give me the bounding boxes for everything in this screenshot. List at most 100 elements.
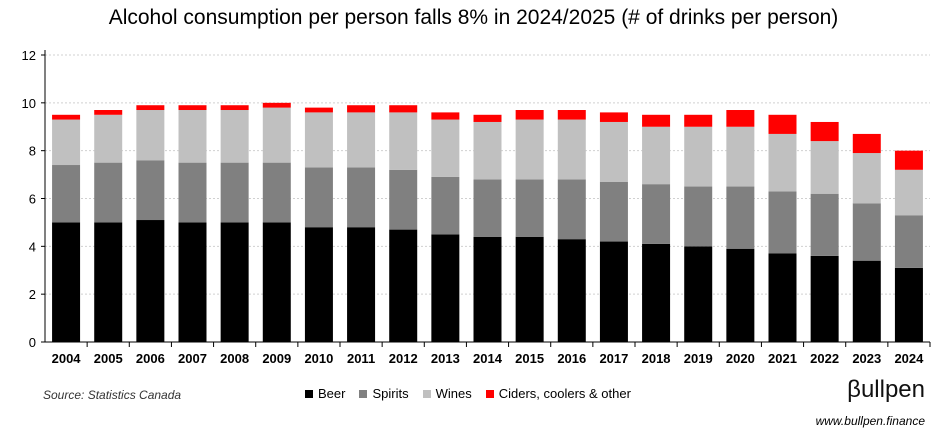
bar-segment: [599, 121, 628, 182]
bar-segment: [473, 179, 502, 237]
y-tick-label: 10: [22, 96, 36, 111]
bar-segment: [431, 176, 460, 235]
x-tick-label: 2017: [599, 351, 628, 366]
bar-segment: [347, 167, 376, 228]
bar-segment: [178, 105, 207, 111]
x-tick-label: 2022: [810, 351, 839, 366]
website-url: www.bullpen.finance: [815, 414, 925, 428]
x-tick-label: 2015: [515, 351, 544, 366]
bar-segment: [852, 133, 881, 154]
bar-segment: [852, 153, 881, 204]
bar-segment: [894, 150, 923, 170]
x-tick-label: 2019: [684, 351, 713, 366]
bar-segment: [810, 255, 839, 342]
bar-segment: [768, 133, 797, 192]
bar-segment: [262, 107, 291, 163]
bar-segment: [684, 186, 713, 247]
bar-segment: [810, 193, 839, 256]
x-tick-label: 2009: [262, 351, 291, 366]
bar-segment: [894, 215, 923, 268]
y-tick-label: 4: [29, 239, 36, 254]
bar-segment: [178, 162, 207, 223]
bar-segment: [389, 112, 418, 170]
legend: Beer Spirits Wines Ciders, coolers & other: [305, 386, 631, 401]
bullpen-logo: βullpen: [847, 376, 925, 403]
x-tick-label: 2024: [894, 351, 924, 366]
bar-segment: [557, 239, 586, 342]
bar-segment: [726, 186, 755, 249]
x-tick-label: 2007: [178, 351, 207, 366]
bar-segment: [768, 114, 797, 134]
x-tick-label: 2008: [220, 351, 249, 366]
bar-segment: [557, 110, 586, 120]
bar-segment: [599, 112, 628, 122]
x-tick-label: 2011: [347, 351, 375, 366]
x-tick-label: 2013: [431, 351, 460, 366]
legend-swatch: [359, 389, 368, 398]
bar-segment: [347, 105, 376, 113]
x-tick-label: 2018: [642, 351, 671, 366]
bar-segment: [178, 222, 207, 342]
x-tick-label: 2020: [726, 351, 755, 366]
y-tick-label: 8: [29, 144, 36, 159]
bar-segment: [431, 119, 460, 177]
bar-segment: [136, 220, 165, 342]
bar-segment: [94, 110, 123, 115]
chart-title: Alcohol consumption per person falls 8% …: [108, 6, 839, 29]
bar-segment: [642, 243, 671, 342]
bar-segment: [431, 234, 460, 342]
x-tick-label: 2014: [473, 351, 503, 366]
bar-segment: [262, 162, 291, 223]
x-tick-label: 2006: [136, 351, 165, 366]
y-tick-label: 6: [29, 192, 36, 207]
bar-segment: [52, 114, 81, 120]
bar-segment: [220, 110, 249, 163]
legend-item: Ciders, coolers & other: [485, 386, 631, 401]
bar-segment: [852, 203, 881, 261]
bar-segment: [347, 112, 376, 168]
bar-segment: [304, 227, 333, 342]
bar-segment: [515, 179, 544, 237]
x-tick-label: 2021: [768, 351, 797, 366]
bar-segment: [473, 236, 502, 342]
bar-segment: [642, 114, 671, 127]
y-tick-label: 0: [29, 335, 36, 350]
legend-swatch: [305, 389, 313, 398]
bar-segment: [515, 110, 544, 120]
bar-segment: [894, 169, 923, 216]
legend-label: Ciders, coolers & other: [498, 386, 631, 401]
bar-segment: [473, 114, 502, 122]
legend-item: Wines: [422, 386, 472, 401]
bar-segment: [389, 229, 418, 342]
bar-segment: [94, 162, 123, 223]
bar-segment: [642, 184, 671, 244]
legend-label: Spirits: [372, 386, 409, 401]
bar-segment: [304, 107, 333, 113]
bar-segment: [389, 105, 418, 113]
bar-segment: [726, 248, 755, 342]
bar-segment: [684, 126, 713, 187]
x-tick-label: 2012: [389, 351, 418, 366]
bar-segment: [684, 246, 713, 342]
bar-segment: [220, 222, 249, 342]
x-tick-label: 2016: [557, 351, 586, 366]
x-tick-label: 2023: [852, 351, 881, 366]
bar-segment: [768, 191, 797, 254]
y-tick-label: 12: [22, 48, 36, 63]
bar-segment: [52, 165, 81, 223]
x-tick-label: 2005: [94, 351, 123, 366]
bar-segment: [178, 110, 207, 163]
bar-segment: [852, 260, 881, 342]
bar-segment: [557, 179, 586, 240]
bar-segment: [136, 105, 165, 111]
bar-segment: [768, 253, 797, 342]
bar-segment: [347, 227, 376, 342]
legend-item: Beer: [305, 386, 345, 401]
bar-segment: [262, 222, 291, 342]
bar-segment: [136, 110, 165, 161]
bar-segment: [389, 169, 418, 230]
bar-segment: [94, 222, 123, 342]
bar-segment: [557, 119, 586, 180]
legend-label: Wines: [435, 386, 472, 401]
bar-segment: [52, 222, 81, 342]
